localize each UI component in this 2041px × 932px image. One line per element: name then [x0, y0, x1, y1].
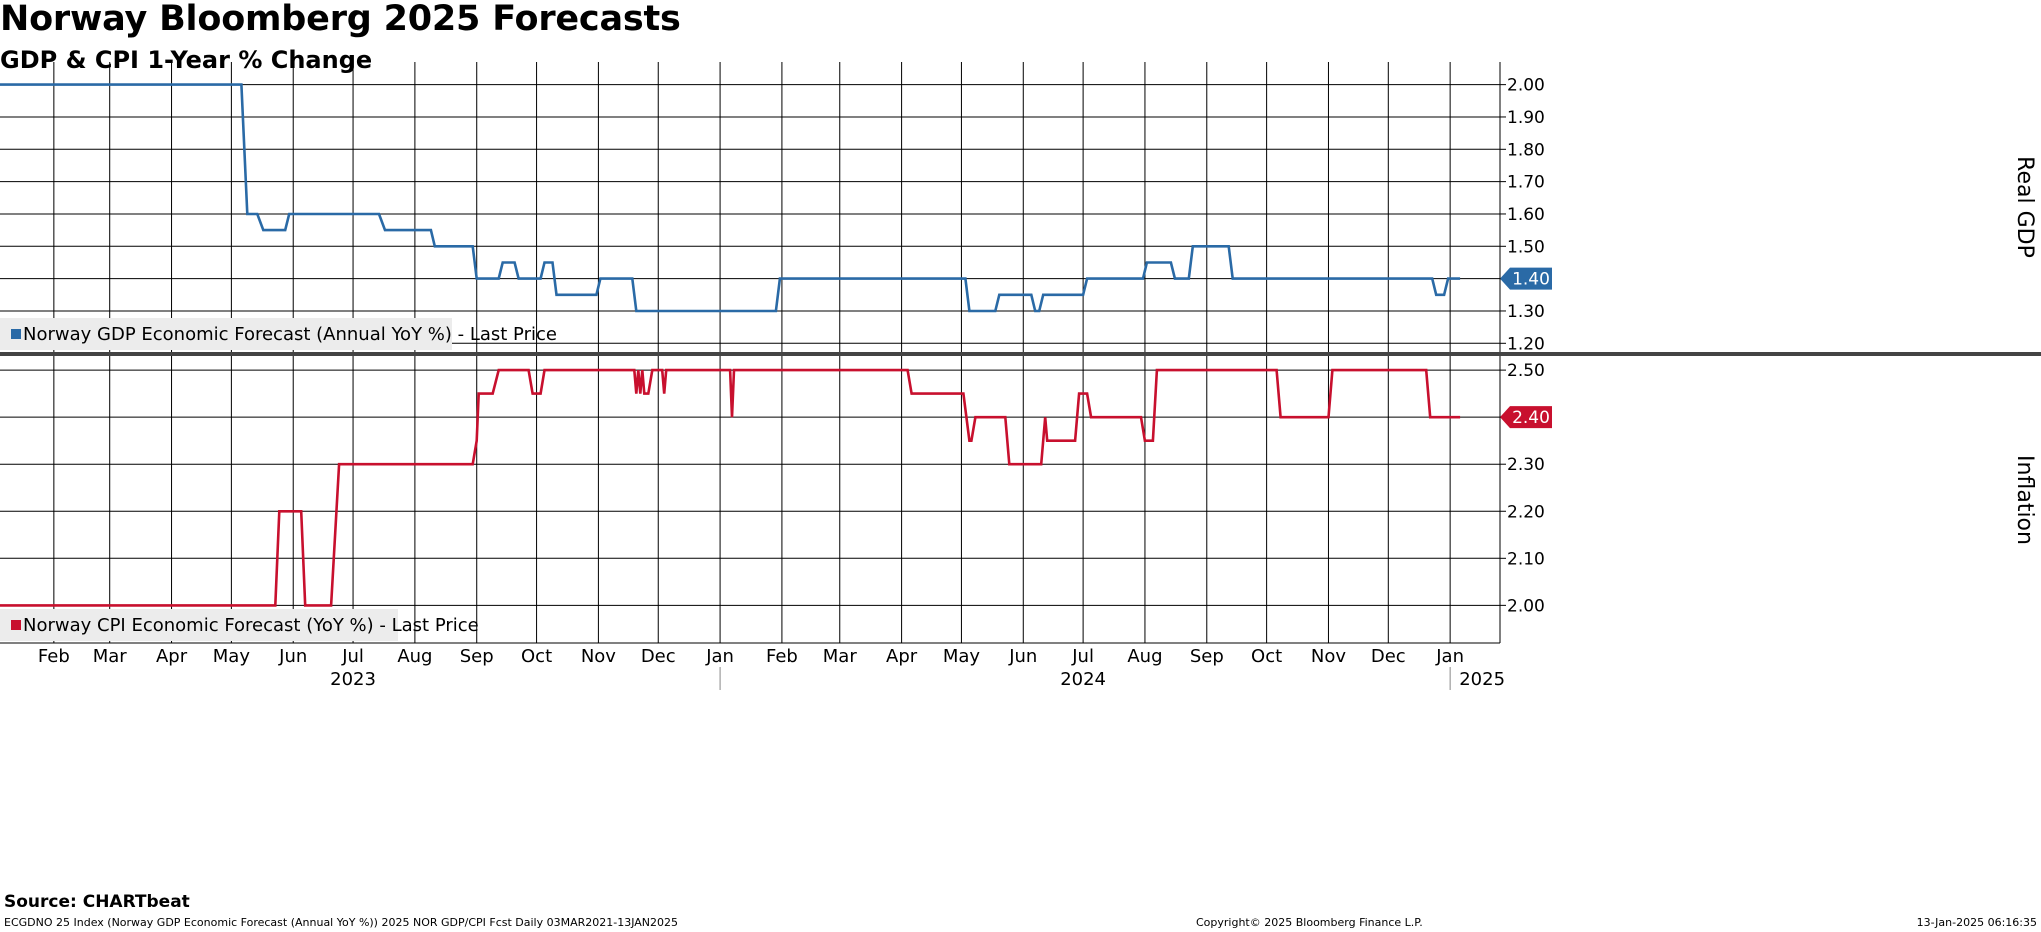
last-value-label: 1.40 — [1512, 270, 1550, 290]
series-line — [0, 368, 1461, 607]
index-info: ECGDNO 25 Index (Norway GDP Economic For… — [4, 916, 679, 929]
x-tick-label: Mar — [823, 646, 858, 667]
x-tick-label: May — [213, 646, 251, 667]
x-tick-label: May — [943, 646, 981, 667]
y-tick-label: 2.10 — [1507, 549, 1545, 569]
y-tick-label: 1.70 — [1507, 173, 1545, 193]
last-value-badge — [1500, 267, 1552, 290]
x-tick-label: Nov — [581, 646, 616, 667]
timestamp: 13-Jan-2025 06:16:35 — [1916, 916, 2037, 929]
x-tick-label: Jun — [1008, 646, 1037, 667]
x-tick-label: Nov — [1311, 646, 1346, 667]
x-tick-label: Aug — [1127, 646, 1162, 667]
source-note: Source: CHARTbeat — [4, 892, 190, 912]
last-value-label: 2.40 — [1512, 408, 1550, 428]
y-tick-label: 2.20 — [1507, 502, 1545, 522]
y-tick-label: 2.00 — [1507, 596, 1545, 616]
x-tick-label: Dec — [1371, 646, 1406, 667]
x-tick-label: Dec — [641, 646, 676, 667]
chart-subtitle: GDP & CPI 1-Year % Change — [0, 46, 373, 74]
legend-box — [0, 318, 452, 350]
y-tick-label: 1.80 — [1507, 140, 1545, 160]
x-tick-label: Jul — [1071, 646, 1094, 667]
last-value-badge — [1500, 406, 1552, 429]
y-tick-label: 2.00 — [1507, 76, 1545, 96]
x-tick-label: Feb — [766, 646, 798, 667]
copyright-note: Copyright© 2025 Bloomberg Finance L.P. — [1196, 916, 1423, 929]
y-tick-label: 1.60 — [1507, 205, 1545, 225]
x-tick-label: Oct — [1251, 646, 1282, 667]
x-tick-label: Apr — [156, 646, 188, 667]
x-tick-label: Jul — [341, 646, 364, 667]
y-axis-title: Inflation — [2012, 455, 2037, 545]
x-tick-label: Jan — [1435, 646, 1464, 667]
x-year-label: 2025 — [1459, 669, 1505, 690]
legend-box — [0, 609, 398, 641]
series-line — [0, 83, 1461, 313]
y-tick-label: 1.30 — [1507, 302, 1545, 322]
y-axis-title: Real GDP — [2012, 156, 2037, 258]
x-tick-label: Oct — [521, 646, 552, 667]
panel-separator — [0, 352, 2041, 356]
legend-swatch — [11, 620, 21, 630]
y-tick-label: 1.20 — [1507, 334, 1545, 354]
x-year-label: 2023 — [330, 669, 376, 690]
x-year-label: 2024 — [1060, 669, 1106, 690]
legend-swatch — [11, 329, 21, 339]
legend-label: Norway GDP Economic Forecast (Annual YoY… — [23, 324, 557, 345]
x-tick-label: Feb — [38, 646, 70, 667]
x-tick-label: Apr — [886, 646, 918, 667]
x-tick-label: Sep — [460, 646, 494, 667]
x-tick-label: Mar — [93, 646, 128, 667]
y-tick-label: 2.50 — [1507, 361, 1545, 381]
x-tick-label: Jan — [705, 646, 734, 667]
y-tick-label: 2.30 — [1507, 455, 1545, 475]
legend-label: Norway CPI Economic Forecast (YoY %) - L… — [23, 615, 479, 636]
x-tick-label: Aug — [397, 646, 432, 667]
x-tick-label: Jun — [278, 646, 307, 667]
chart-title: Norway Bloomberg 2025 Forecasts — [0, 0, 681, 39]
y-tick-label: 1.50 — [1507, 237, 1545, 257]
y-tick-label: 1.90 — [1507, 108, 1545, 128]
x-tick-label: Sep — [1190, 646, 1224, 667]
